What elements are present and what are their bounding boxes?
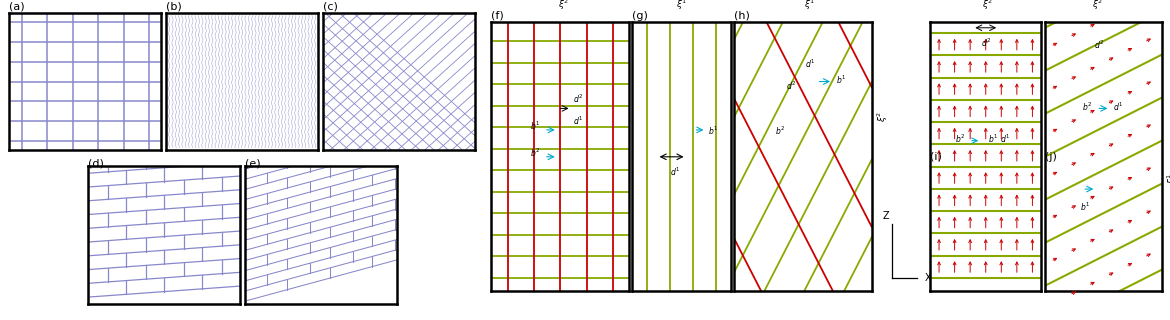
Text: $\xi^1$: $\xi^1$	[1045, 173, 1059, 184]
Text: (b): (b)	[166, 1, 181, 11]
Text: X: X	[924, 273, 931, 284]
Text: $b^2$: $b^2$	[1082, 101, 1093, 113]
Text: $\xi^2$: $\xi^2$	[558, 0, 569, 12]
Text: $\xi^1$: $\xi^1$	[735, 183, 749, 195]
Text: $b^1$: $b^1$	[530, 119, 541, 132]
Text: $d^1$: $d^1$	[669, 165, 680, 178]
Text: (j): (j)	[1045, 152, 1057, 162]
Text: $\xi^1$: $\xi^1$	[676, 0, 687, 12]
Text: (e): (e)	[245, 158, 260, 168]
Text: $b^2$: $b^2$	[775, 125, 785, 137]
Text: (d): (d)	[88, 158, 104, 168]
Text: $\xi^1$: $\xi^1$	[804, 0, 815, 12]
Text: Z: Z	[882, 211, 889, 221]
Text: (h): (h)	[734, 11, 750, 21]
Text: $d^1$: $d^1$	[1000, 133, 1011, 145]
Text: $\xi^1$: $\xi^1$	[634, 151, 648, 163]
Text: $\xi^2$: $\xi^2$	[1092, 0, 1103, 12]
Text: $b^2$: $b^2$	[955, 133, 965, 145]
Text: $\xi^2$: $\xi^2$	[983, 0, 993, 12]
Text: $b^1$: $b^1$	[1080, 200, 1090, 212]
Text: $d^1$: $d^1$	[805, 58, 815, 70]
Text: $d^2$: $d^2$	[786, 79, 797, 92]
Text: $\xi^2$: $\xi^2$	[876, 111, 890, 122]
Text: $d^1$: $d^1$	[1113, 101, 1123, 113]
Text: $d^2$: $d^2$	[982, 36, 992, 49]
Text: (a): (a)	[9, 1, 25, 11]
Text: $b^1$: $b^1$	[835, 74, 846, 86]
Text: $\xi^1$: $\xi^1$	[1165, 173, 1170, 184]
Text: (i): (i)	[930, 152, 942, 162]
Text: $b^2$: $b^2$	[530, 147, 541, 159]
Text: $b^1$: $b^1$	[708, 125, 718, 137]
Text: $d^2$: $d^2$	[1094, 39, 1104, 51]
Text: $d^1$: $d^1$	[573, 114, 584, 126]
Text: (f): (f)	[491, 11, 504, 21]
Text: $b^1$: $b^1$	[987, 133, 998, 145]
Text: (c): (c)	[323, 1, 338, 11]
Text: $d^2$: $d^2$	[573, 93, 584, 105]
Text: (g): (g)	[632, 11, 648, 21]
